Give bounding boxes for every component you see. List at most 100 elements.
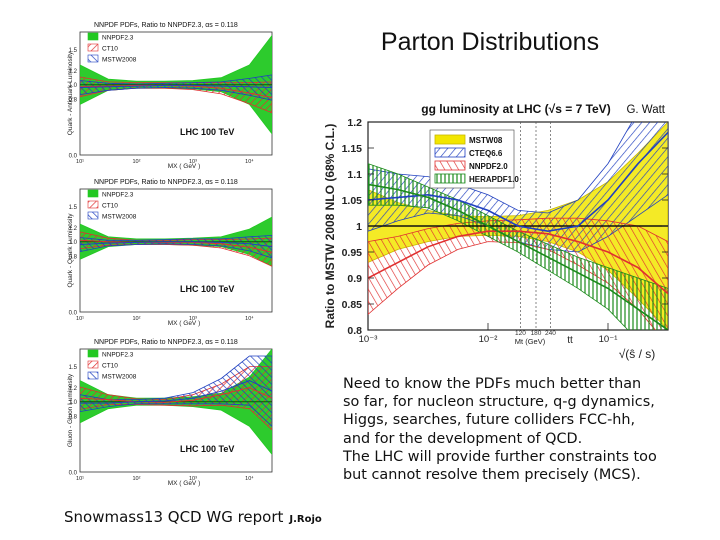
- y-tick-label: 0.0: [69, 311, 78, 317]
- panel-bands: [80, 349, 272, 456]
- y-axis-label: Ratio to MSTW 2008 NLO (68% C.L.): [323, 124, 337, 329]
- series-line: [80, 84, 272, 88]
- legend-swatch: [434, 147, 466, 158]
- legend-label: NNPDF2.0: [469, 162, 508, 171]
- footer-credit: Snowmass13 QCD WG report: [64, 508, 284, 526]
- y-tick-label: 0.0: [69, 154, 78, 160]
- series-band: [80, 74, 272, 101]
- collider-annotation: LHC 100 TeV: [180, 284, 234, 294]
- chart-title: gg luminosity at LHC (√s = 7 TeV): [421, 102, 610, 116]
- series-band: [368, 163, 668, 330]
- legend-label: CT10: [102, 46, 118, 53]
- legend-swatch: [87, 54, 99, 63]
- y-tick-label: 1.5: [69, 205, 78, 211]
- y-tick-label: 0.0: [69, 471, 78, 477]
- mass-marker-label: Mt (GeV): [515, 337, 546, 346]
- y-tick-label: 1.2: [69, 226, 78, 232]
- series-line: [80, 380, 272, 404]
- series-line: [368, 230, 668, 295]
- x-axis-label: MX ( GeV ): [168, 163, 201, 170]
- notes-text: Need to know the PDFs much better than s…: [343, 375, 683, 484]
- y-tick-label: 1.2: [347, 117, 362, 129]
- x-axis-label: √(ŝ / s): [619, 347, 656, 361]
- x-tick-label: 10⁴: [245, 315, 254, 322]
- chart-bands: [368, 122, 668, 330]
- legend-label: NNPDF2.3: [102, 192, 134, 199]
- y-tick-label: 1.15: [342, 143, 363, 155]
- panel-bands: [80, 216, 272, 267]
- notes-line: and for the development of QCD.: [343, 430, 583, 447]
- luminosity-panel: NNPDF PDFs, Ratio to NNPDF2.3, αs = 0.11…: [67, 179, 273, 327]
- x-tick-label: 10²: [132, 159, 140, 165]
- notes-line: Higgs, searches, future colliders FCC-hh…: [343, 412, 636, 429]
- legend-swatch: [87, 349, 99, 358]
- x-tick-label: 10³: [189, 316, 197, 322]
- y-tick-label: 1.0: [69, 240, 78, 246]
- legend-label: CT10: [102, 203, 118, 210]
- y-tick-label: 0.85: [342, 299, 363, 311]
- y-tick-label: 1.1: [347, 169, 362, 181]
- collider-annotation: LHC 100 TeV: [180, 127, 234, 137]
- y-tick-label: 0.9: [347, 273, 362, 285]
- x-tick-label: 10³: [189, 476, 197, 482]
- series-line: [80, 387, 272, 403]
- y-tick-label: 0.8: [69, 254, 78, 260]
- y-axis-label: Quark - Antiquark Luminosity: [67, 51, 74, 135]
- legend-swatch: [87, 200, 99, 209]
- legend: MSTW08 CTEQ6.6 NNPDF2.0 HERAPDF1.0: [429, 129, 519, 189]
- y-tick-label: 1.2: [69, 69, 78, 75]
- y-tick-label: 1.05: [342, 195, 363, 207]
- x-tick-label: 10²: [132, 476, 140, 482]
- gg-luminosity-chart: 1.2 1.15 1.1 1.05 1 0.95 0.9 0.85 0.810⁻³ 10⁻² 10⁻…: [323, 102, 669, 361]
- mass-marker-value: 180: [531, 330, 542, 337]
- series-band: [80, 234, 272, 259]
- legend-swatch: [87, 43, 99, 52]
- legend-label: MSTW2008: [102, 214, 137, 221]
- legend-swatch: [87, 211, 99, 220]
- y-tick-label: 1: [356, 221, 362, 233]
- x-tick-label: 10³: [189, 159, 197, 165]
- legend-label: NNPDF2.3: [102, 352, 134, 359]
- x-axis-label: MX ( GeV ): [168, 480, 201, 487]
- legend-label: HERAPDF1.0: [469, 175, 519, 184]
- luminosity-panel: NNPDF PDFs, Ratio to NNPDF2.3, αs = 0.11…: [67, 22, 273, 170]
- legend-swatch: [434, 134, 466, 145]
- charts-layer: NNPDF PDFs, Ratio to NNPDF2.3, αs = 0.11…: [67, 22, 669, 487]
- y-tick-label: 1.5: [69, 365, 78, 371]
- notes-line: so far, for nucleon structure, q-g dynam…: [343, 394, 655, 411]
- x-tick-label: 10⁻²: [479, 334, 498, 345]
- legend-swatch: [87, 371, 99, 380]
- notes-line: The LHC will provide further constraints…: [343, 448, 657, 465]
- footer-author: J.Rojo: [289, 514, 322, 525]
- mass-marker-value: 240: [545, 330, 556, 337]
- y-axis-label: Gluon - Gluon Luminosity: [67, 373, 74, 447]
- x-axis-label: MX ( GeV ): [168, 320, 201, 327]
- series-line: [80, 241, 272, 248]
- panel-bands: [80, 34, 272, 135]
- legend-swatch: [434, 160, 466, 171]
- y-tick-label: 1.2: [69, 386, 78, 392]
- footer: Snowmass13 QCD WG report J.Rojo: [64, 508, 322, 526]
- y-axis-label: Quark - Quark Luminosity: [67, 213, 74, 288]
- series-line: [80, 239, 272, 253]
- y-tick-label: 1.0: [69, 400, 78, 406]
- y-tick-label: 0.8: [347, 325, 362, 337]
- panel-title: NNPDF PDFs, Ratio to NNPDF2.3, αs = 0.11…: [94, 339, 238, 346]
- panel-title: NNPDF PDFs, Ratio to NNPDF2.3, αs = 0.11…: [94, 179, 238, 186]
- y-tick-label: 0.8: [69, 97, 78, 103]
- notes-line: but cannot resolve them precisely (MCS).: [343, 467, 641, 484]
- panel-title: NNPDF PDFs, Ratio to NNPDF2.3, αs = 0.11…: [94, 22, 238, 29]
- legend-label: CT10: [102, 363, 118, 370]
- x-tick-label: 10⁴: [245, 158, 254, 165]
- slide-title: Parton Distributions: [380, 28, 600, 56]
- y-tick-label: 1.0: [69, 83, 78, 89]
- legend-swatch: [87, 189, 99, 198]
- legend-swatch: [87, 32, 99, 41]
- mass-marker-value: 120: [515, 330, 526, 337]
- x-tick-label: 10⁻¹: [599, 334, 618, 345]
- notes-line: Need to know the PDFs much better than: [343, 376, 642, 392]
- series-line: [368, 183, 668, 330]
- legend-swatch: [434, 173, 466, 184]
- x-tick-label: 10⁻³: [359, 334, 378, 345]
